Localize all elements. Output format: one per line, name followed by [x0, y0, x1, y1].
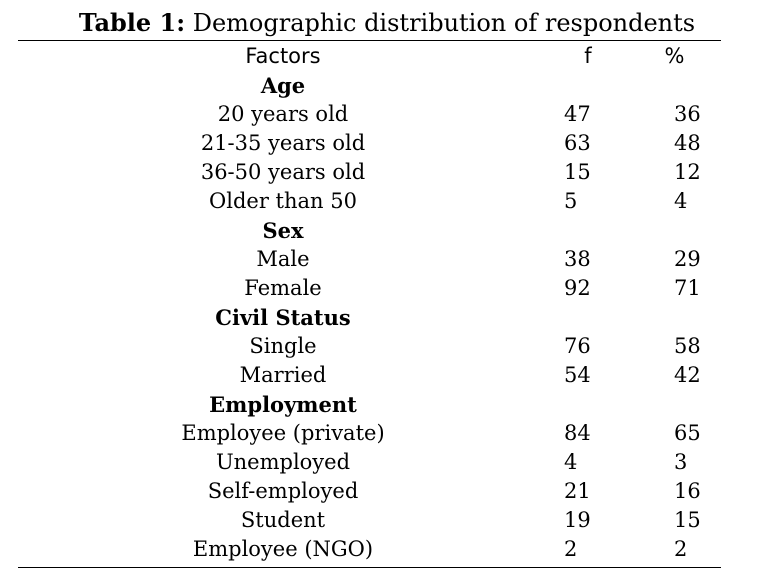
- f-cell: 54: [564, 363, 591, 387]
- factor-cell: Female: [244, 276, 322, 300]
- factor-cell: 36-50 years old: [200, 160, 366, 184]
- group-title: Sex: [262, 218, 304, 243]
- f-cell: 19: [564, 508, 591, 532]
- percent-cell: 36: [674, 102, 701, 126]
- factor-cell: 21-35 years old: [200, 131, 366, 155]
- factor-cell: Employee (private): [181, 421, 385, 445]
- group-title: Employment: [209, 392, 357, 417]
- table-top-rule: [18, 40, 721, 41]
- table-row: 21-35 years old 63 48: [18, 129, 721, 158]
- group-row-sex: Sex: [18, 216, 721, 245]
- group-row-age: Age: [18, 71, 721, 100]
- table-row: 20 years old 47 36: [18, 100, 721, 129]
- percent-cell: 12: [674, 160, 701, 184]
- percent-cell: 2: [674, 537, 688, 561]
- percent-cell: 42: [674, 363, 701, 387]
- demographics-table: Factors f % Age 20 years old 47 36 21-35…: [18, 42, 721, 564]
- f-cell: 92: [564, 276, 591, 300]
- header-f: f: [584, 44, 592, 68]
- percent-cell: 48: [674, 131, 701, 155]
- f-cell: 21: [564, 479, 591, 503]
- table-row: 36-50 years old 15 12: [18, 158, 721, 187]
- f-cell: 38: [564, 247, 591, 271]
- table-row: Unemployed 4 3: [18, 448, 721, 477]
- f-cell: 76: [564, 334, 591, 358]
- table-row: Employee (NGO) 2 2: [18, 535, 721, 564]
- percent-cell: 65: [674, 421, 701, 445]
- f-cell: 15: [564, 160, 591, 184]
- f-cell: 47: [564, 102, 591, 126]
- factor-cell: Single: [249, 334, 317, 358]
- percent-cell: 16: [674, 479, 701, 503]
- table-row: Employee (private) 84 65: [18, 419, 721, 448]
- table-caption: Table 1: Demographic distribution of res…: [0, 6, 761, 40]
- table-header-row: Factors f %: [18, 42, 721, 71]
- factor-cell: Male: [256, 247, 310, 271]
- table-row: Married 54 42: [18, 361, 721, 390]
- factor-cell: Employee (NGO): [192, 537, 374, 561]
- percent-cell: 15: [674, 508, 701, 532]
- table-row: Male 38 29: [18, 245, 721, 274]
- factor-cell: Self-employed: [207, 479, 359, 503]
- factor-cell: Student: [240, 508, 326, 532]
- table-row: Student 19 15: [18, 506, 721, 535]
- f-cell: 4: [564, 450, 578, 474]
- header-factors: Factors: [245, 44, 321, 68]
- table-caption-label: Table 1:: [78, 8, 186, 37]
- percent-cell: 4: [674, 189, 688, 213]
- group-title: Civil Status: [215, 305, 351, 330]
- percent-cell: 29: [674, 247, 701, 271]
- f-cell: 5: [564, 189, 578, 213]
- table-row: Self-employed 21 16: [18, 477, 721, 506]
- factor-cell: Older than 50: [209, 189, 357, 213]
- percent-cell: 71: [674, 276, 701, 300]
- percent-cell: 58: [674, 334, 701, 358]
- group-title: Age: [260, 73, 306, 98]
- table-bottom-rule: [18, 567, 721, 568]
- factor-cell: 20 years old: [217, 102, 349, 126]
- percent-cell: 3: [674, 450, 688, 474]
- factor-cell: Married: [239, 363, 327, 387]
- group-row-civil-status: Civil Status: [18, 303, 721, 332]
- factor-cell: Unemployed: [215, 450, 351, 474]
- table-row: Single 76 58: [18, 332, 721, 361]
- table-row: Older than 50 5 4: [18, 187, 721, 216]
- header-percent: %: [664, 44, 685, 68]
- f-cell: 63: [564, 131, 591, 155]
- table-row: Female 92 71: [18, 274, 721, 303]
- f-cell: 2: [564, 537, 578, 561]
- table-caption-text: Demographic distribution of respondents: [185, 9, 696, 37]
- group-row-employment: Employment: [18, 390, 721, 419]
- f-cell: 84: [564, 421, 591, 445]
